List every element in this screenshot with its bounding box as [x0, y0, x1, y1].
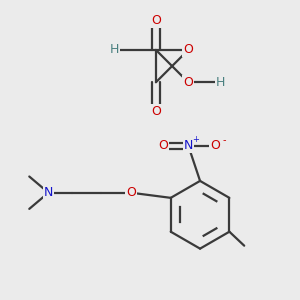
- Text: O: O: [126, 186, 136, 199]
- Text: N: N: [44, 186, 53, 199]
- Text: H: H: [110, 44, 119, 56]
- Text: -: -: [222, 135, 226, 145]
- Text: O: O: [151, 14, 161, 27]
- Text: O: O: [210, 139, 220, 152]
- Text: O: O: [183, 76, 193, 89]
- Text: O: O: [151, 105, 161, 118]
- Text: O: O: [183, 44, 193, 56]
- Text: O: O: [158, 139, 168, 152]
- Text: +: +: [192, 135, 199, 144]
- Text: N: N: [184, 139, 193, 152]
- Text: H: H: [216, 76, 225, 89]
